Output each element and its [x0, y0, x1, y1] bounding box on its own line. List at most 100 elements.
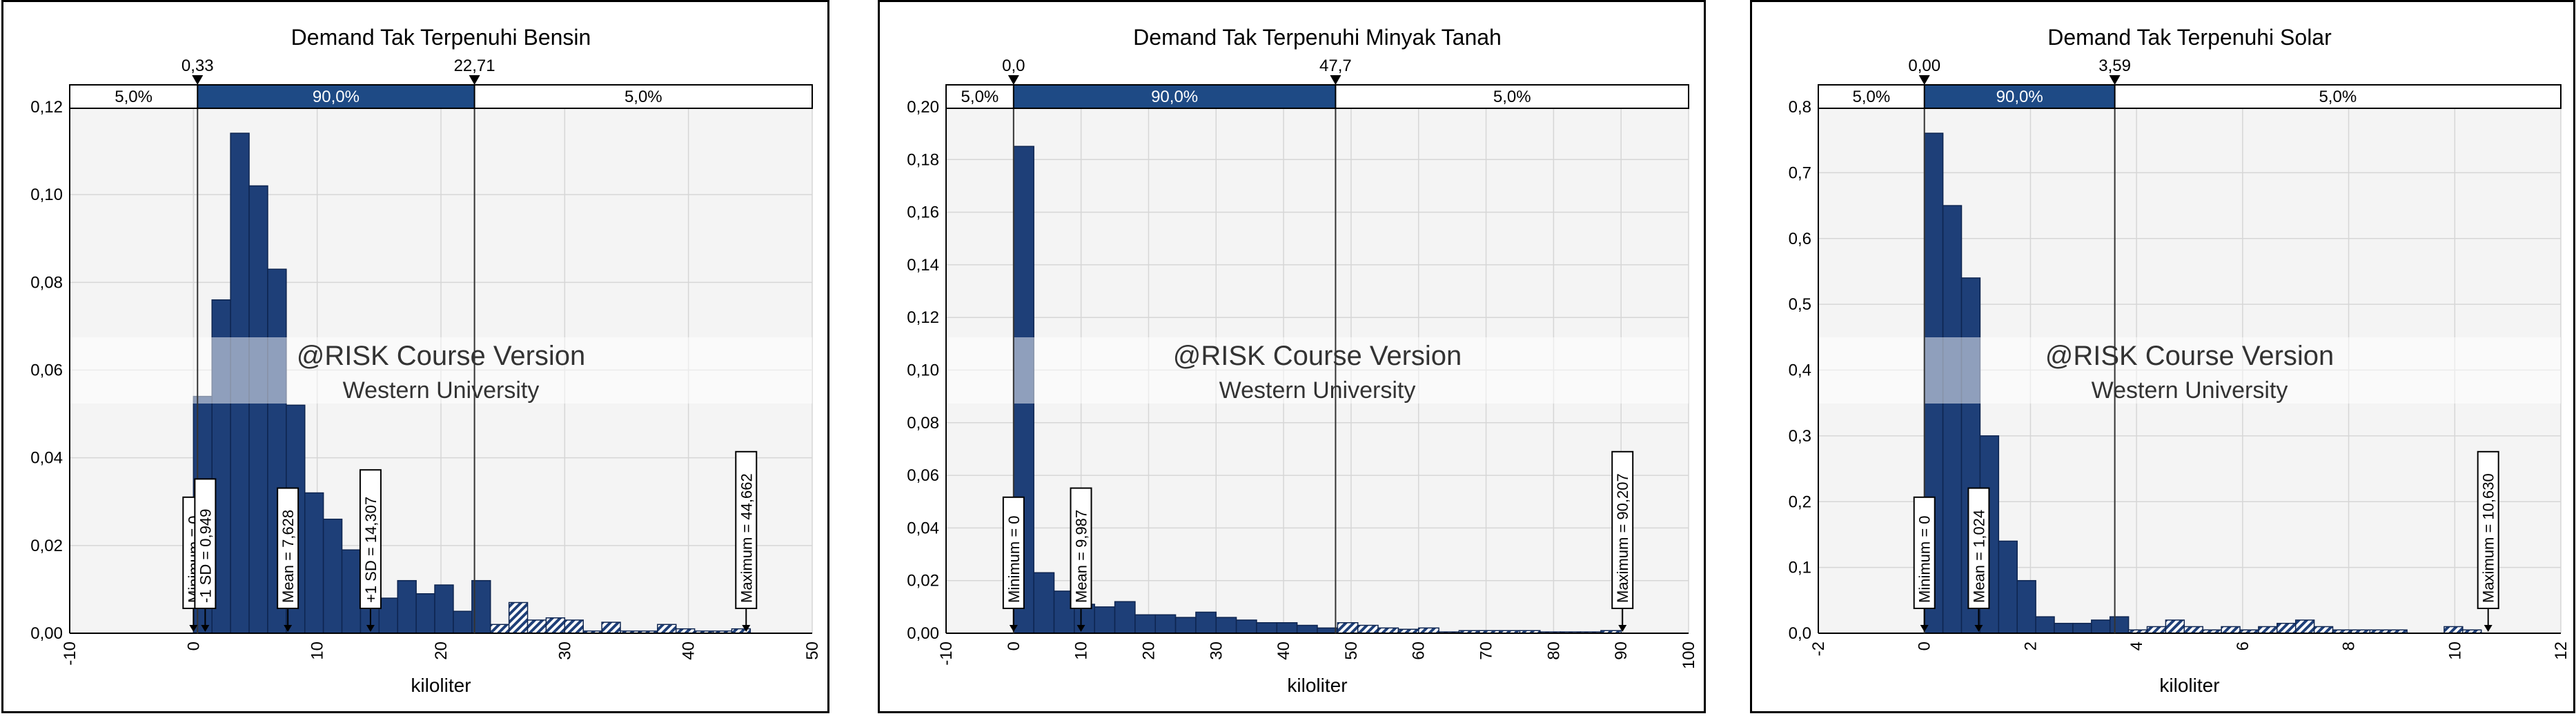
band-mid-pct: 90,0% [313, 88, 360, 106]
band-left-pct: 5,0% [115, 88, 153, 106]
band-left-pct: 5,0% [961, 88, 999, 106]
stat-marker-label: Mean = 7,628 [279, 510, 297, 603]
histogram-bar [1094, 606, 1116, 634]
x-tick-label: 12 [2552, 642, 2570, 660]
histogram-bar [1357, 624, 1379, 634]
stat-marker: -1 SD = 0,949 [194, 478, 217, 632]
y-tick-label: 0,6 [1789, 230, 1811, 248]
chart-svg-minyak-tanah: Demand Tak Terpenuhi Minyak Tanah @RISK C… [907, 25, 1698, 696]
watermark-line2: Western University [2092, 377, 2288, 404]
histogram-bar [1417, 627, 1439, 634]
histogram-bar [2277, 622, 2297, 634]
band-delimiter-triangle [2109, 75, 2121, 85]
histogram-bar [1942, 205, 1963, 634]
y-tick-label: 0,0 [1789, 624, 1811, 643]
x-tick-label: 0 [1916, 642, 1934, 650]
band-left-pct: 5,0% [1853, 88, 1891, 106]
band-mid-pct: 90,0% [1996, 88, 2043, 106]
stat-marker-label: -1 SD = 0,949 [197, 509, 214, 603]
band-right-value: 3,59 [2098, 57, 2131, 75]
percentile-band-mid [1012, 84, 1337, 109]
x-tick-label: 50 [803, 642, 822, 660]
stat-marker-arrow [1076, 625, 1085, 632]
x-tick-label: 6 [2234, 642, 2252, 650]
histogram-bar [2054, 622, 2074, 634]
histogram-bar [564, 619, 584, 634]
stat-marker: Maximum = 44,662 [735, 450, 758, 632]
watermark-band [946, 337, 1689, 404]
y-tick-label: 0,10 [30, 186, 63, 204]
stat-marker-arrow [201, 625, 210, 632]
histogram-bar [489, 624, 510, 634]
histogram-bar [415, 593, 435, 634]
histogram-bar [2294, 619, 2315, 634]
band-right-pct: 5,0% [1493, 88, 1531, 106]
stat-marker-label: Mean = 9,987 [1073, 510, 1090, 603]
percentile-band-mid [197, 84, 475, 109]
watermark-line1: @RISK Course Version [297, 341, 586, 371]
x-tick-label: 0 [1005, 642, 1023, 650]
histogram-bar [527, 619, 547, 634]
x-tick-label: 40 [680, 642, 698, 660]
stat-marker: Maximum = 90,207 [1611, 450, 1634, 632]
x-tick-label: 90 [1612, 642, 1631, 660]
x-tick-label: 70 [1477, 642, 1496, 660]
histogram-bar [1114, 601, 1136, 634]
band-left-value: 0,33 [181, 57, 214, 75]
histogram-bar [1215, 617, 1237, 634]
histogram-bar [1033, 572, 1055, 634]
histogram-bar [1276, 621, 1298, 634]
histogram-bar [2146, 626, 2167, 634]
histogram-bar [1317, 627, 1339, 634]
histogram-bar [1174, 617, 1197, 634]
stat-marker: Maximum = 10,630 [2477, 450, 2499, 632]
watermark-line2: Western University [343, 377, 540, 404]
band-delimiter-triangle [192, 75, 204, 85]
histogram-bar [322, 518, 343, 634]
y-tick-label: 0,08 [30, 273, 63, 292]
histogram-bar [2016, 579, 2036, 634]
x-tick-label: 30 [555, 642, 574, 660]
watermark-line2: Western University [1219, 377, 1416, 404]
stat-marker-arrow [2484, 625, 2493, 632]
band-right-value: 22,71 [454, 57, 495, 75]
histogram-bar [434, 584, 454, 634]
y-tick-label: 0,06 [30, 361, 63, 380]
x-tick-label: -10 [937, 642, 956, 666]
y-tick-label: 0,16 [907, 203, 939, 222]
stat-marker-arrow [1009, 625, 1018, 632]
histogram-bar [601, 621, 621, 634]
y-tick-label: 0,12 [907, 308, 939, 327]
x-tick-label: 60 [1410, 642, 1428, 660]
chart-title: Demand Tak Terpenuhi Bensin [291, 25, 591, 50]
histogram-bar [2221, 626, 2241, 634]
x-tick-label: 20 [1139, 642, 1158, 660]
band-right-pct: 5,0% [625, 88, 662, 106]
histogram-bar [1256, 621, 1278, 634]
histogram-bar [508, 601, 529, 634]
y-tick-label: 0,3 [1789, 427, 1811, 446]
stat-marker-label: Maximum = 90,207 [1614, 473, 1631, 603]
x-tick-label: 4 [2127, 642, 2146, 650]
stat-marker-arrow [189, 625, 198, 632]
histogram-bar [1296, 624, 1318, 634]
stat-marker-label: Minimum = 0 [1916, 515, 1934, 603]
histogram-bar [1998, 540, 2018, 634]
chart-title: Demand Tak Terpenuhi Solar [2047, 25, 2332, 50]
stat-marker-arrow [1920, 625, 1929, 632]
histogram-bar [397, 579, 417, 634]
stat-marker-box [1967, 487, 1990, 609]
y-tick-label: 0,10 [907, 361, 939, 380]
y-tick-label: 0,5 [1789, 295, 1811, 314]
histogram-bar [2109, 616, 2130, 634]
stat-marker-box [735, 450, 758, 609]
x-tick-label: 20 [432, 642, 451, 660]
stat-marker-box [1913, 496, 1936, 609]
histogram-bar [2072, 622, 2092, 634]
histogram-bar [1235, 619, 1257, 634]
y-tick-label: 0,20 [907, 98, 939, 117]
stat-marker-arrow [1618, 625, 1627, 632]
histogram-bar [1377, 627, 1399, 634]
y-tick-label: 0,00 [30, 624, 63, 643]
y-tick-label: 0,02 [907, 572, 939, 590]
